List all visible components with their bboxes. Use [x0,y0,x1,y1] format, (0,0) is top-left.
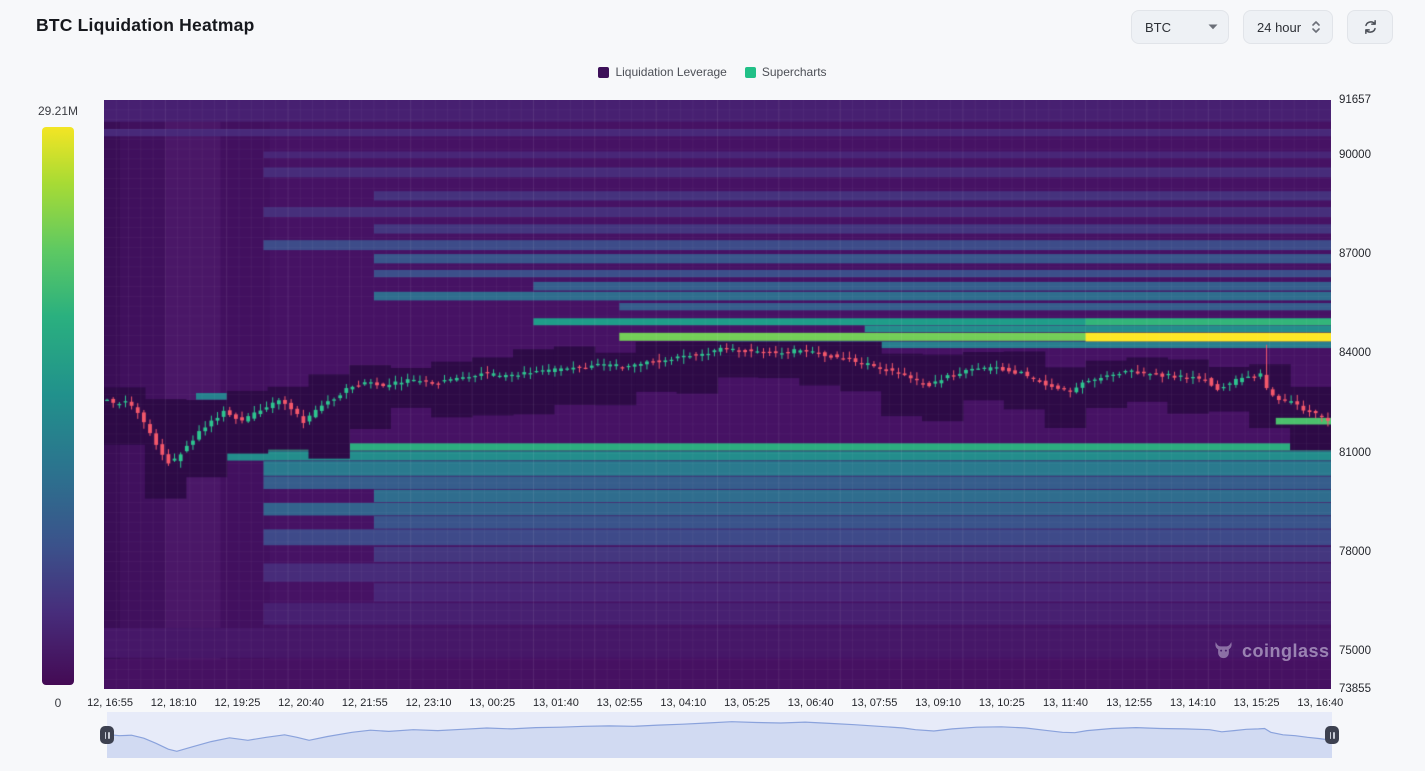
y-axis-label: 73855 [1339,683,1371,695]
y-axis-label: 87000 [1339,248,1371,261]
navigator-right-handle[interactable] [1325,726,1339,744]
chevron-down-icon [1208,24,1218,30]
select-arrows-icon [1312,21,1320,33]
x-axis-label: 12, 20:40 [278,697,325,709]
x-axis-label: 13, 00:25 [469,697,516,709]
y-axis-label: 75000 [1339,645,1371,658]
x-axis-label: 13, 10:25 [978,697,1025,709]
legend-swatch-green [744,66,756,78]
x-axis-label: 12, 21:55 [341,697,388,709]
interval-select-value: 24 hour [1257,19,1302,35]
legend-swatch-purple [598,66,610,78]
legend-label: Liquidation Leverage [615,65,727,79]
range-navigator[interactable] [100,712,1339,758]
interval-select[interactable]: 24 hour [1243,10,1333,44]
colorbar [42,127,74,685]
navigator-area-chart [107,721,1332,758]
x-axis-label: 13, 15:25 [1233,697,1280,709]
legend-label: Supercharts [761,65,827,79]
x-axis-label: 13, 07:55 [851,697,898,709]
liquidation-heatmap-canvas[interactable] [104,100,1331,689]
x-axis-label: 13, 05:25 [724,697,770,709]
y-axis-label: 84000 [1339,347,1371,360]
y-axis-label: 90000 [1339,148,1371,161]
x-axis-label: 13, 01:40 [532,697,579,709]
x-axis-label: 13, 04:10 [660,697,707,709]
x-axis-label: 13, 12:55 [1106,697,1153,709]
navigator-left-handle[interactable] [100,726,114,744]
legend-item-liquidation-leverage[interactable]: Liquidation Leverage [598,65,727,79]
x-axis-label: 13, 02:55 [596,697,643,709]
chart-legend: Liquidation Leverage Supercharts [0,65,1425,79]
x-axis-label: 12, 19:25 [214,697,261,709]
x-axis-label: 13, 11:40 [1042,697,1089,709]
y-axis-label: 91657 [1339,94,1371,106]
symbol-select-value: BTC [1145,19,1171,35]
x-axis-label: 12, 18:10 [150,697,197,709]
colorbar-max-label: 29.21M [37,104,79,118]
page-title: BTC Liquidation Heatmap [36,15,255,35]
refresh-button[interactable] [1347,10,1393,44]
y-axis-label: 81000 [1339,446,1371,459]
x-axis-label: 13, 06:40 [787,697,834,709]
x-axis-label: 13, 09:10 [915,697,962,709]
x-axis-label: 12, 16:55 [87,697,133,709]
x-axis-label: 13, 14:10 [1169,697,1216,709]
colorbar-min-label: 0 [54,696,62,710]
x-axis-label: 12, 23:10 [405,697,452,709]
legend-item-supercharts[interactable]: Supercharts [744,65,827,79]
refresh-icon [1364,20,1376,34]
symbol-select[interactable]: BTC [1131,10,1229,44]
x-axis-label: 13, 16:40 [1297,697,1344,709]
y-axis-label: 78000 [1339,545,1371,558]
